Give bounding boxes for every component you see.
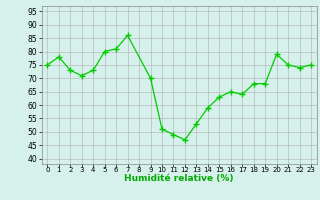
X-axis label: Humidité relative (%): Humidité relative (%) [124, 174, 234, 183]
